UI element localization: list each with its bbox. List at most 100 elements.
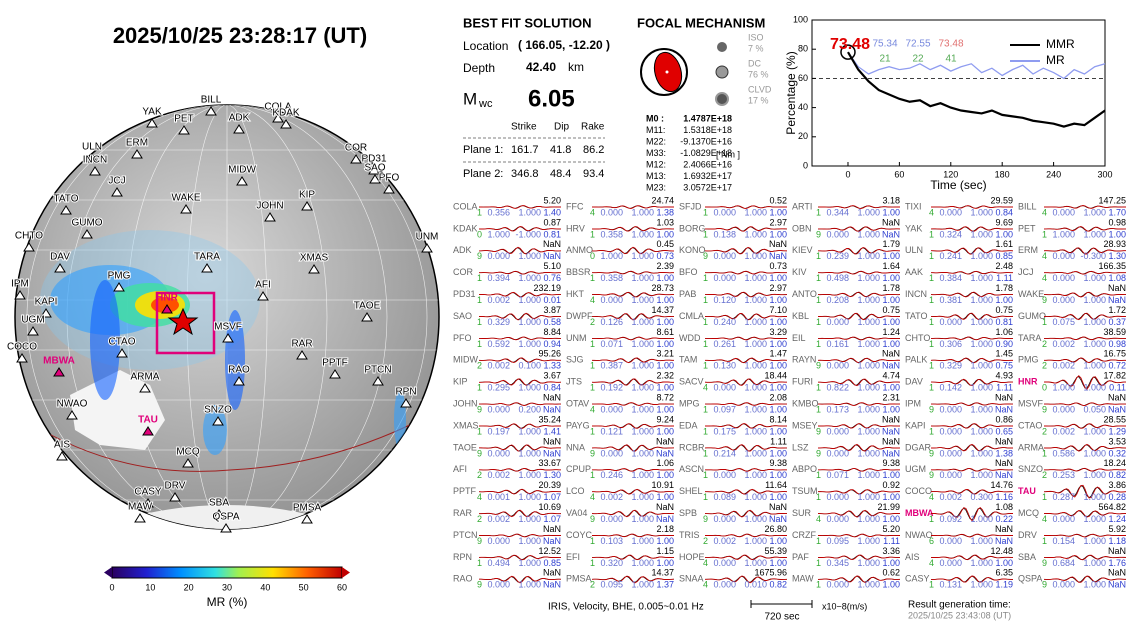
value-c: 1.37: [656, 580, 674, 590]
quality: 0: [1042, 383, 1047, 393]
value-c: 0.01: [543, 295, 561, 305]
trace-syn: [592, 246, 674, 255]
value-a: 0.000: [713, 514, 736, 524]
value-a: 0.092: [939, 514, 962, 524]
comp-value: 7 %: [748, 43, 764, 53]
value-b: 1.000: [1083, 383, 1106, 393]
value-c: NaN: [543, 580, 561, 590]
station-name: HRV: [566, 223, 585, 233]
station-name: XMAS: [453, 420, 479, 430]
trace-syn: [1044, 533, 1126, 538]
station-name: RPN: [453, 552, 472, 562]
y-tick-label: 100: [793, 14, 808, 24]
value-a: 0.000: [713, 558, 736, 568]
amp: 2.39: [656, 261, 674, 271]
amp: NaN: [543, 436, 561, 446]
value-b: 1.000: [857, 470, 880, 480]
value-b: 1.000: [970, 251, 993, 261]
trace-syn: [591, 575, 675, 584]
value-b: 1.000: [744, 426, 767, 436]
amp: 6.35: [995, 568, 1013, 578]
moment-value: -1.0829E+18: [680, 148, 732, 158]
value-b: 1.000: [1083, 273, 1106, 283]
value-c: 0.75: [995, 361, 1013, 371]
quality: 4: [929, 207, 934, 217]
station-name: TAOE: [453, 442, 477, 452]
station-name: CPUP: [566, 464, 591, 474]
trace-syn: [592, 357, 674, 364]
quality: 1: [590, 558, 595, 568]
value-c: 1.00: [995, 229, 1013, 239]
value-c: 1.76: [1108, 558, 1126, 568]
value-a: 0.000: [939, 448, 962, 458]
value-a: 0.103: [600, 536, 623, 546]
y-tick-label: 0: [803, 160, 808, 170]
quality: 9: [1042, 558, 1047, 568]
quality: 9: [1042, 404, 1047, 414]
value: 42.40: [526, 60, 556, 74]
value-a: 0.261: [713, 339, 736, 349]
station-name: JCJ: [1018, 267, 1034, 277]
trace-syn: [1043, 312, 1127, 321]
station-name: BORG: [679, 223, 706, 233]
station-name: KAPI: [905, 420, 926, 430]
quality: 0: [477, 229, 482, 239]
trace-syn: [705, 402, 787, 406]
value-c: 1.00: [656, 558, 674, 568]
amp: NaN: [656, 436, 674, 446]
amp: 11.64: [765, 480, 787, 490]
station-marker: [23, 242, 35, 252]
value-c: 1.00: [769, 448, 787, 458]
value-b: 1.000: [518, 580, 541, 590]
station-label: CHTO: [15, 231, 43, 242]
value-c: 1.30: [543, 470, 561, 480]
moment-label: M11:: [646, 125, 665, 135]
value-a: 0.344: [826, 207, 849, 217]
station-marker: [222, 333, 234, 343]
station-marker: [236, 176, 248, 186]
trace-syn: [1043, 575, 1126, 583]
trace-syn: [479, 205, 561, 209]
station-label: HNR: [156, 293, 178, 304]
amp: 2.48: [995, 261, 1013, 271]
value-a: 0.358: [600, 229, 623, 239]
amp: 18.24: [1103, 458, 1126, 468]
value-c: 1.00: [656, 361, 674, 371]
value-c: 1.00: [882, 514, 900, 524]
comp-name: CLVD: [748, 84, 772, 94]
value-b: -1.000: [515, 229, 541, 239]
value-a: 0.000: [826, 361, 849, 371]
amp: 3.87: [543, 305, 561, 315]
station-marker: [350, 154, 362, 164]
value-a: 0.240: [713, 317, 736, 327]
station-name: SJG: [566, 355, 584, 365]
station-name: PAYG: [566, 420, 590, 430]
value-b: 1.000: [1083, 558, 1106, 568]
moment-label: M23:: [646, 182, 666, 192]
station-label: PMG: [108, 271, 131, 282]
amp: 5.10: [543, 261, 561, 271]
station-marker: [361, 312, 373, 322]
station-label: AIS: [54, 440, 70, 451]
value-b: 1.000: [744, 514, 767, 524]
x-tick-label: 120: [943, 169, 958, 179]
heading: BEST FIT SOLUTION: [463, 15, 592, 30]
station-label: PD31: [361, 154, 386, 165]
value-b: 1.000: [857, 383, 880, 393]
value-c: 0.65: [995, 426, 1013, 436]
value-a: 0.387: [600, 361, 623, 371]
amp: 8.61: [656, 327, 674, 337]
trace-syn: [479, 402, 561, 406]
station-marker: [220, 523, 232, 533]
amp: 16.75: [1103, 349, 1126, 359]
station-label: TAOE: [354, 301, 381, 312]
station-marker: [180, 204, 192, 214]
trace-syn: [930, 507, 1014, 522]
quality: 9: [1042, 295, 1047, 305]
station-label: JCJ: [108, 176, 125, 187]
station-name: LCO: [566, 486, 585, 496]
value-a: 0.214: [713, 448, 736, 458]
station-name: EIL: [792, 333, 806, 343]
quality: 1: [590, 426, 595, 436]
value-c: 1.00: [769, 383, 787, 393]
